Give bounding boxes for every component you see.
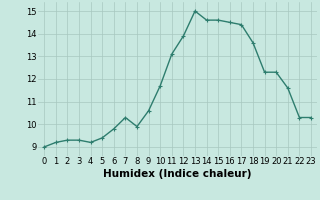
X-axis label: Humidex (Indice chaleur): Humidex (Indice chaleur): [103, 169, 252, 179]
